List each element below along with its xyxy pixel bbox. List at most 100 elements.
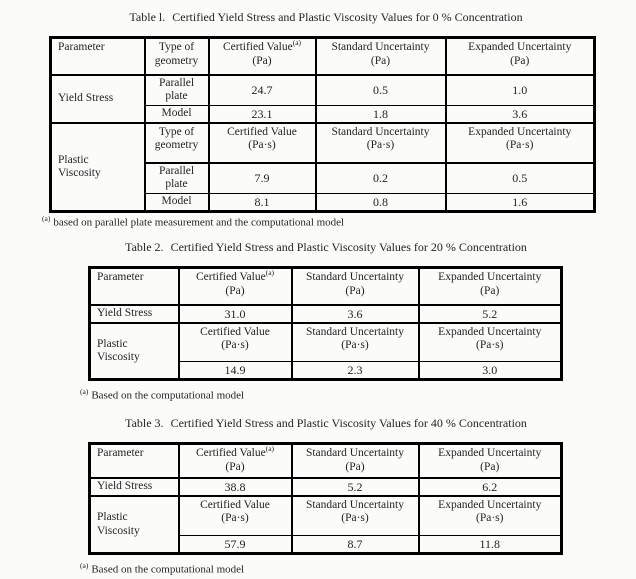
subheader-expanded-uncertainty: Expanded Uncertainty (Pa·s) (444, 121, 596, 164)
table-row: Parallel plate 7.9 0.2 0.5 (51, 161, 596, 194)
subheader-geometry: Type of geometry (143, 121, 210, 164)
subheader-certified-value: Certified Value (Pa·s) (177, 321, 293, 363)
cell-expanded-uncertainty: 3.6 (444, 104, 596, 124)
cell-expanded-uncertainty: 5.2 (417, 303, 563, 324)
table-3-header-row: Parameter Certified Value(a) (Pa) Standa… (88, 442, 563, 479)
table-3: Parameter Certified Value(a) (Pa) Standa… (88, 442, 563, 556)
subheader-certified-unit: (Pa·s) (248, 139, 276, 152)
cell-expanded-uncertainty: 11.8 (417, 535, 563, 555)
plastic-viscosity-label: Plastic Viscosity (97, 337, 140, 364)
subheader-expanded-label: Expanded Uncertainty (468, 125, 572, 138)
subheader-certified-unit: (Pa·s) (221, 512, 249, 525)
header-certified-value: Certified Value(a) (Pa) (177, 266, 293, 306)
cell-certified-value: 57.9 (177, 535, 293, 555)
cell-certified-value: 8.1 (207, 192, 317, 213)
header-parameter: Parameter (88, 442, 180, 479)
footnote-text: based on parallel plate measurement and … (53, 216, 345, 229)
cell-expanded-uncertainty: 1.0 (444, 73, 596, 106)
subheader-expanded-label: Expanded Uncertainty (438, 498, 542, 511)
header-certified-unit: (Pa) (252, 54, 272, 67)
header-certified-unit: (Pa) (225, 284, 245, 297)
subheader-expanded-label: Expanded Uncertainty (438, 325, 542, 338)
subheader-expanded-unit: (Pa·s) (506, 139, 534, 152)
subheader-certified-label: Certified Value (227, 125, 297, 138)
table-2: Parameter Certified Value(a) (Pa) Standa… (88, 266, 563, 382)
subheader-standard-uncertainty: Standard Uncertainty (Pa·s) (290, 494, 420, 537)
cell-standard-uncertainty: 1.8 (314, 104, 447, 124)
row-label-yield-stress: Yield Stress (49, 73, 146, 124)
cell-expanded-uncertainty: 3.0 (417, 361, 563, 381)
subheader-standard-unit: (Pa·s) (366, 139, 395, 152)
cell-standard-uncertainty: 5.2 (290, 476, 420, 497)
subheader-expanded-uncertainty: Expanded Uncertainty (Pa·s) (417, 494, 563, 537)
header-certified-value: Certified Value(a) (Pa) (177, 442, 293, 479)
row-label-yield-stress: Yield Stress (88, 303, 180, 324)
table-row: Model 8.1 0.8 1.6 (51, 192, 596, 213)
header-expanded-label: Expanded Uncertainty (468, 41, 572, 53)
footnote-text: Based on the computational model (91, 389, 245, 402)
header-certified-label: Certified Value (195, 447, 266, 459)
header-standard-uncertainty: Standard Uncertainty (Pa) (314, 36, 447, 76)
table-1-footnote: (a) based on parallel plate measurement a… (42, 214, 344, 229)
subheader-certified-unit: (Pa·s) (221, 339, 249, 352)
header-expanded-uncertainty: Expanded Uncertainty (Pa) (417, 266, 563, 306)
header-expanded-label: Expanded Uncertainty (438, 447, 542, 459)
table-1-title: Table l. Certified Yield Stress and Plast… (16, 10, 636, 25)
subheader-certified-value: Certified Value (Pa·s) (207, 121, 317, 164)
table-2-header-row: Parameter Certified Value(a) (Pa) Standa… (88, 266, 563, 306)
header-expanded-unit: (Pa) (510, 54, 530, 67)
subheader-expanded-unit: (Pa·s) (476, 339, 504, 352)
header-standard-uncertainty: Standard Uncertainty (Pa) (290, 442, 420, 479)
cell-certified-value: 14.9 (177, 361, 293, 381)
subheader-certified-value: Certified Value (Pa·s) (177, 494, 293, 537)
header-standard-uncertainty: Standard Uncertainty (Pa) (290, 266, 420, 306)
cell-certified-value: 31.0 (177, 303, 293, 324)
cell-standard-uncertainty: 2.3 (290, 361, 420, 381)
row-label-plastic-viscosity: Plastic Viscosity (88, 321, 180, 381)
table-row: Yield Stress 31.0 3.6 5.2 (88, 303, 563, 324)
footnote-marker-sup: (a) (265, 268, 275, 278)
header-certified-value: Certified Value(a) (Pa) (207, 36, 317, 76)
cell-geometry: Model (143, 104, 210, 124)
footnote-marker-sup: (a) (265, 444, 275, 454)
cell-standard-uncertainty: 0.8 (314, 192, 447, 213)
row-label-plastic-viscosity: Plastic Viscosity (88, 494, 180, 555)
table-1: Parameter Type of geometry Certified Val… (49, 36, 596, 214)
table-2-title: Table 2. Certified Yield Stress and Plast… (16, 240, 636, 255)
cell-geometry: Parallel plate (143, 161, 210, 194)
table-2-footnote: (a) Based on the computational model (80, 387, 244, 402)
header-expanded-uncertainty: Expanded Uncertainty (Pa) (417, 442, 563, 479)
subheader-standard-label: Standard Uncertainty (305, 498, 405, 511)
subheader-certified-label: Certified Value (200, 498, 270, 511)
header-standard-unit: (Pa) (345, 460, 365, 473)
header-certified-unit: (Pa) (225, 460, 245, 473)
header-standard-unit: (Pa) (345, 284, 365, 297)
cell-certified-value: 7.9 (207, 161, 317, 194)
footnote-text: Based on the computational model (91, 563, 245, 576)
cell-standard-uncertainty: 8.7 (290, 535, 420, 555)
table-1-subheader-row: Plastic Viscosity Type of geometry Certi… (49, 121, 596, 213)
cell-expanded-uncertainty: 1.6 (444, 192, 596, 213)
header-expanded-unit: (Pa) (480, 460, 500, 473)
subheader-standard-label: Standard Uncertainty (331, 125, 430, 138)
plastic-viscosity-label: Plastic Viscosity (97, 511, 140, 537)
header-certified-label: Certified Value (195, 271, 266, 283)
table-row: Yield Stress 38.8 5.2 6.2 (88, 476, 563, 497)
cell-geometry: Parallel plate (143, 73, 210, 106)
header-standard-label: Standard Uncertainty (305, 271, 405, 283)
cell-certified-value: 38.8 (177, 476, 293, 497)
table-3-title-label: Table 3. (125, 416, 164, 430)
header-certified-label: Certified Value (222, 41, 293, 53)
header-geometry: Type of geometry (143, 36, 210, 76)
header-expanded-uncertainty: Expanded Uncertainty (Pa) (444, 36, 596, 76)
table-row: 57.9 8.7 11.8 (90, 535, 563, 555)
cell-geometry: Model (143, 192, 210, 213)
table-1-title-text: Certified Yield Stress and Plastic Visco… (172, 10, 523, 24)
header-standard-label: Standard Uncertainty (331, 41, 430, 53)
subheader-standard-uncertainty: Standard Uncertainty (Pa·s) (314, 121, 447, 164)
table-2-title-label: Table 2. (125, 240, 164, 254)
subheader-standard-uncertainty: Standard Uncertainty (Pa·s) (290, 321, 420, 363)
row-label-yield-stress: Yield Stress (88, 476, 180, 497)
subheader-standard-label: Standard Uncertainty (305, 325, 405, 338)
